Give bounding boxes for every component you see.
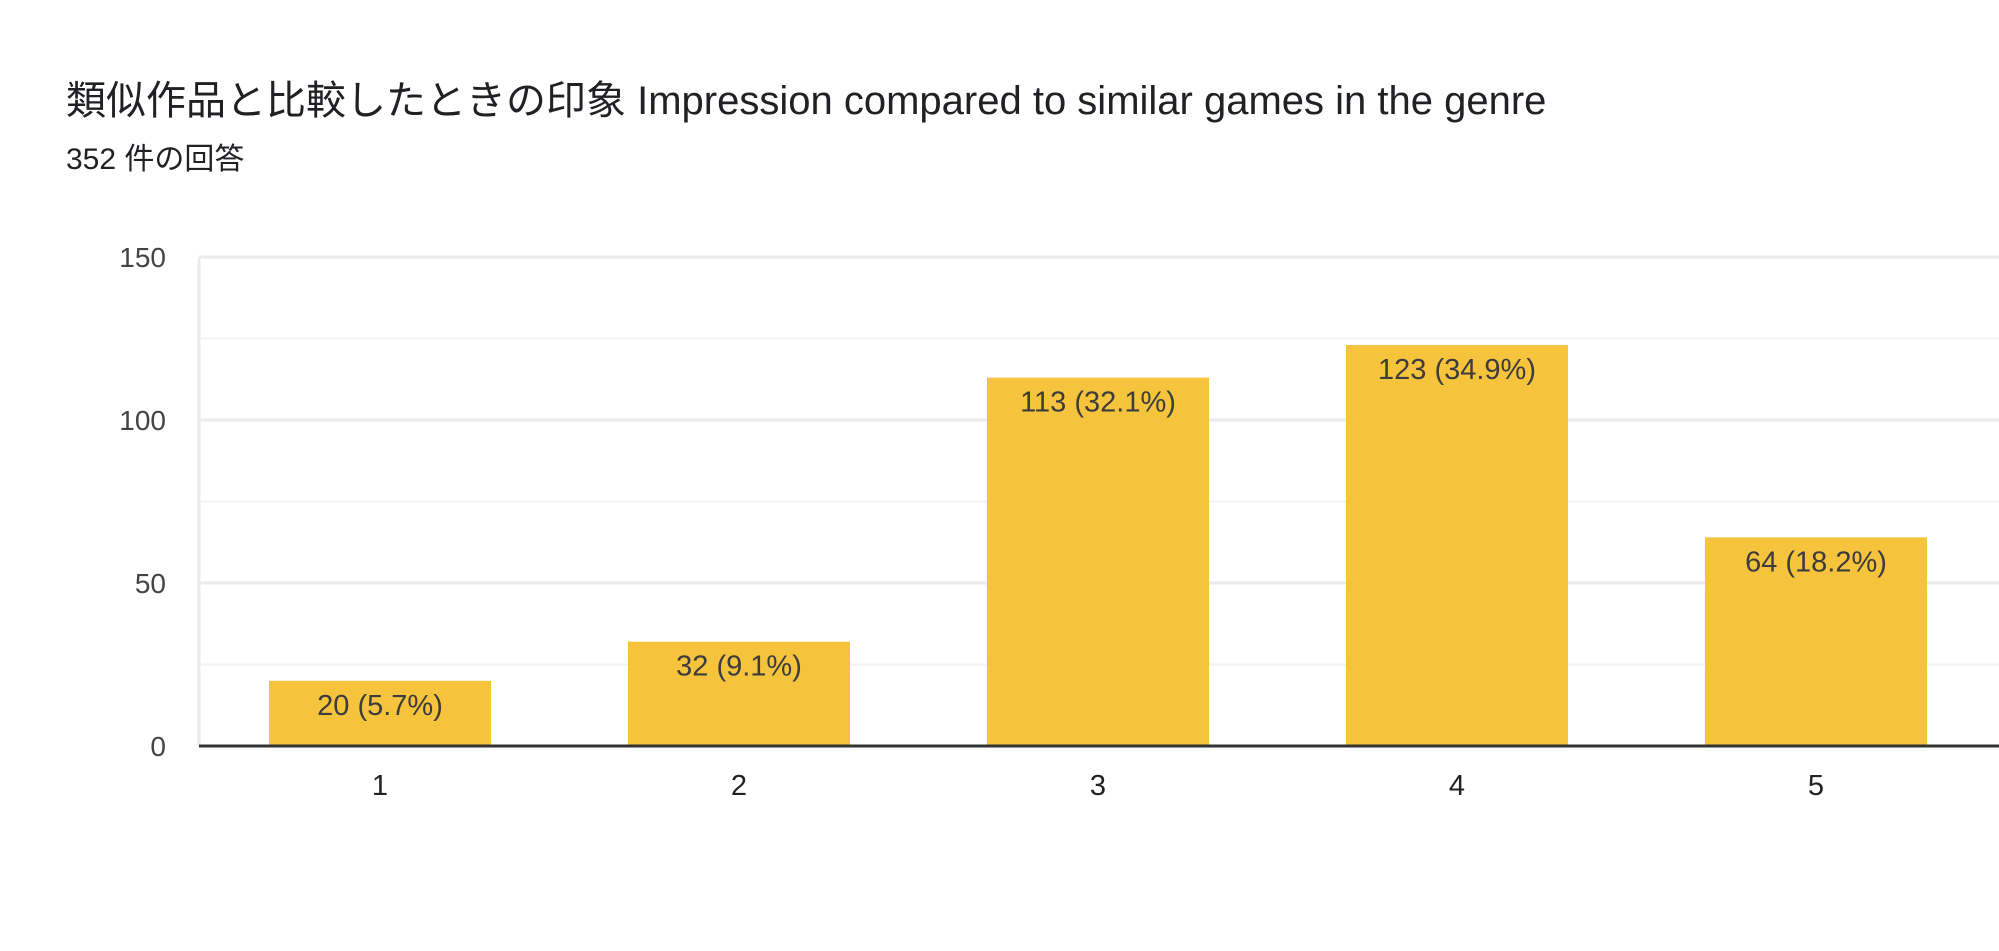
x-tick-label-1: 1 [372,770,388,802]
x-tick-label-3: 3 [1090,770,1106,802]
bar-2 [628,641,850,746]
response-count: 352 件の回答 [66,143,245,176]
data-label-3: 113 (32.1%) [1020,387,1176,419]
bars [269,345,1927,746]
y-tick-label: 50 [135,568,166,599]
bar-5 [1705,537,1927,746]
bar-1 [269,680,491,746]
data-label-5: 64 (18.2%) [1745,546,1887,578]
data-label-1: 20 (5.7%) [317,690,443,722]
x-tick-label-5: 5 [1808,770,1824,802]
labels: 0 50 100 150 20 (5.7%) 1 32 (9.1%) 2 113 (32.1%)… [119,242,1887,802]
y-tick-label: 100 [119,405,166,436]
data-label-4: 123 (34.9%) [1378,354,1536,386]
grid-lines [197,255,1999,746]
bar-4 [1346,345,1568,746]
x-tick-label-4: 4 [1449,770,1465,802]
x-tick-label-2: 2 [731,770,747,802]
bar-3 [987,377,1209,746]
y-tick-label: 150 [119,242,166,273]
y-tick-label: 0 [150,731,166,762]
chart-title: 類似作品と比較したときの印象 Impression compared to si… [66,79,1547,123]
data-label-2: 32 (9.1%) [676,651,802,683]
